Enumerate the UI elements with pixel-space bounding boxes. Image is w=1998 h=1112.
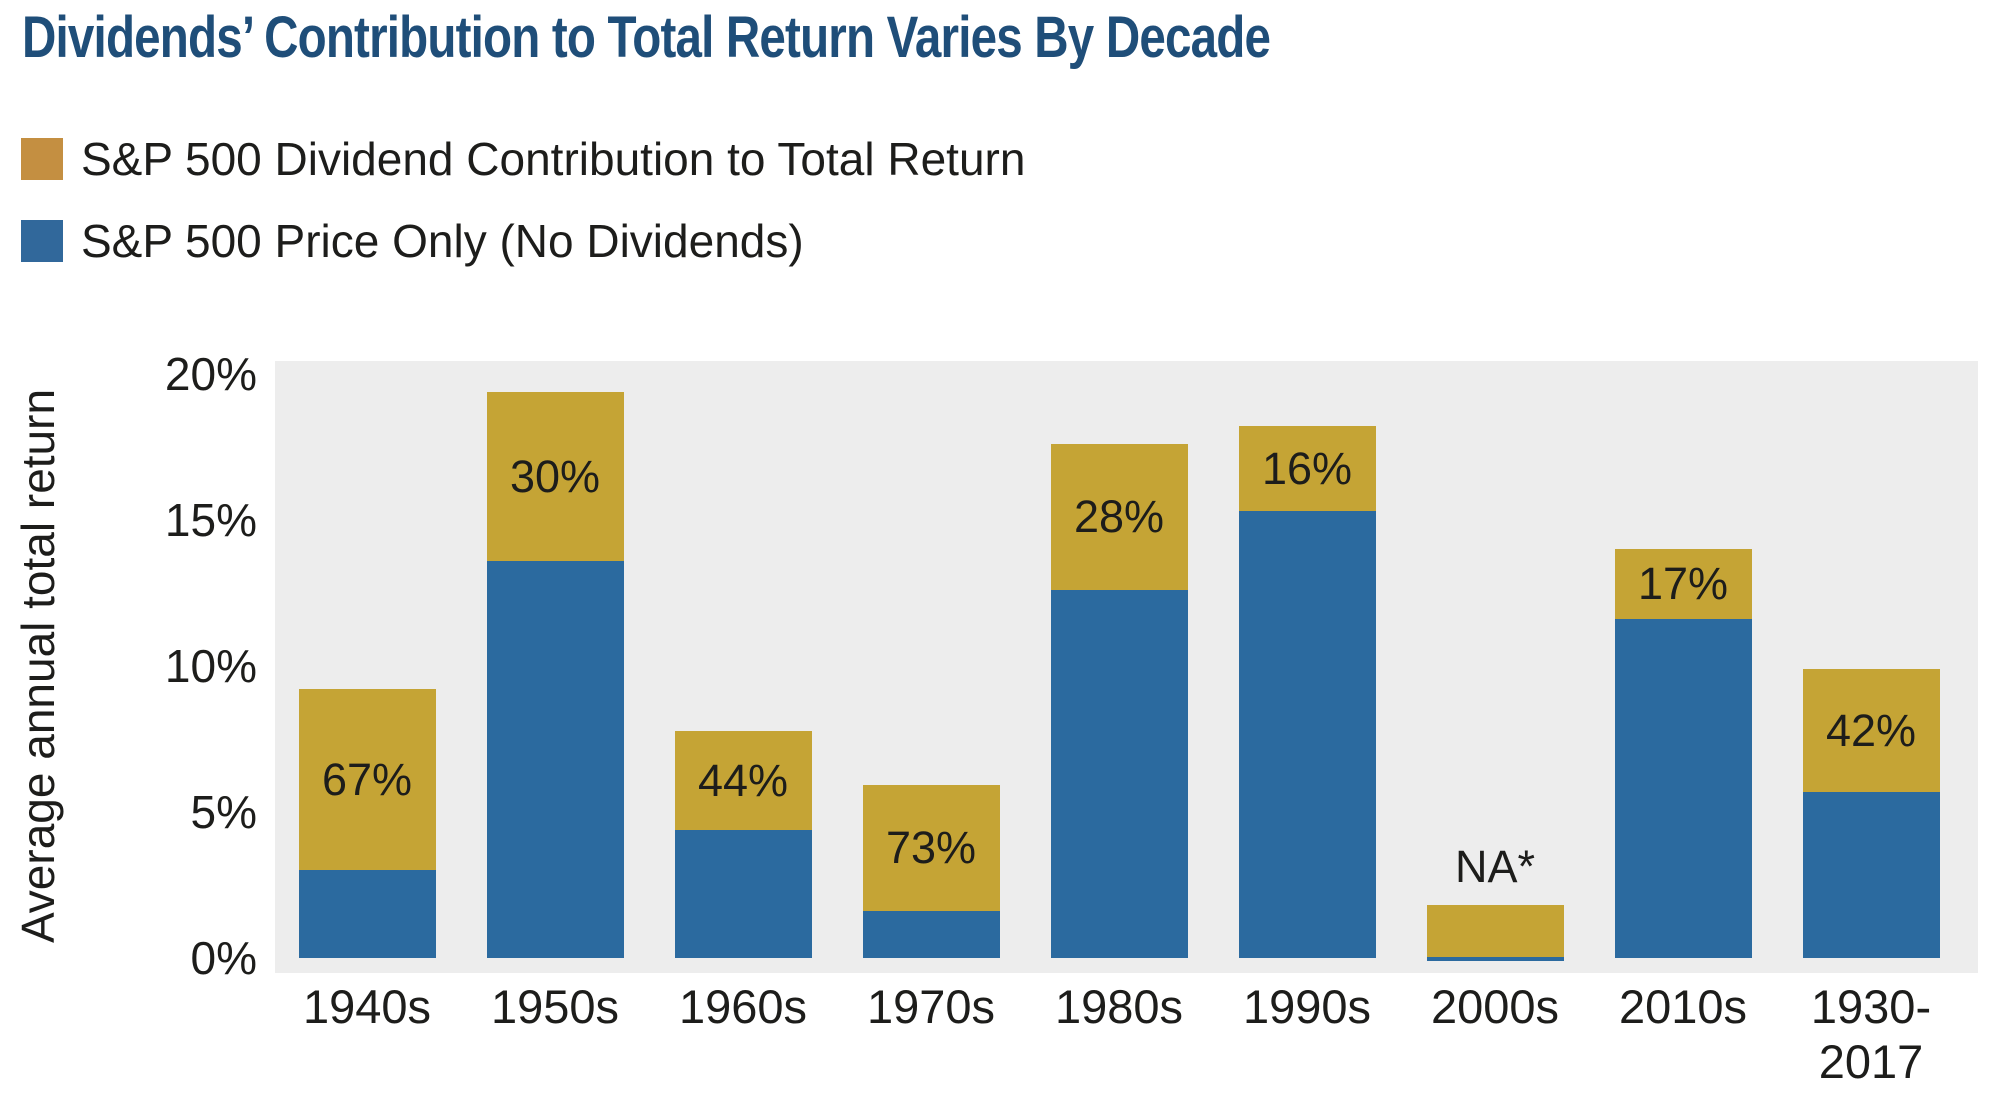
- bar-segment-price-1970s: [863, 911, 1000, 958]
- bar-value-label-1980s: 28%: [1073, 491, 1165, 542]
- bar-segment-dividend-1930-2017: [1803, 669, 1940, 792]
- x-tick-label-1940s: 1940s: [302, 980, 432, 1033]
- y-tick-label-15: 15%: [164, 494, 257, 546]
- bar-value-label-1990s: 16%: [1261, 443, 1353, 494]
- bar-value-label-2010s: 17%: [1637, 558, 1729, 609]
- bar-segment-dividend-1940s: [299, 689, 436, 870]
- bar-value-label-1950s: 30%: [509, 451, 601, 502]
- bar-segment-dividend-2010s: [1615, 549, 1752, 619]
- x-tick-label-1990s: 1990s: [1242, 980, 1372, 1033]
- y-axis-title: Average annual total return: [12, 388, 64, 944]
- legend-item-dividend: S&P 500 Dividend Contribution to Total R…: [21, 136, 1025, 182]
- legend-item-price-only: S&P 500 Price Only (No Dividends): [21, 218, 804, 264]
- x-tick-label-1960s: 1960s: [678, 980, 808, 1033]
- x-tick-label-1980s: 1980s: [1054, 980, 1184, 1033]
- legend-swatch-price-only: [21, 220, 63, 262]
- bar-segment-dividend-1990s: [1239, 426, 1376, 511]
- x-tick-label-2000s: 2000s: [1430, 980, 1560, 1033]
- bar-segment-price-2010s: [1615, 619, 1752, 958]
- bar-segment-price-1990s: [1239, 511, 1376, 958]
- x-tick-label-2010s: 2010s: [1618, 980, 1748, 1033]
- bar-segment-price-1980s: [1051, 590, 1188, 958]
- bar-baseline-strip-2000s: [1427, 957, 1564, 961]
- legend-label-dividend: S&P 500 Dividend Contribution to Total R…: [81, 133, 1026, 185]
- x-tick-label-1930-2017: 1930- 2017: [1810, 980, 1932, 1088]
- x-tick-label-1950s: 1950s: [490, 980, 620, 1033]
- bar-segment-price-1960s: [675, 830, 812, 958]
- bar-segment-price-1930-2017: [1803, 792, 1940, 958]
- bar-segment-dividend-1960s: [675, 731, 812, 830]
- legend-label-price-only: S&P 500 Price Only (No Dividends): [81, 215, 804, 267]
- bar-segment-dividend-1950s: [487, 392, 624, 561]
- y-tick-label-10: 10%: [164, 640, 257, 692]
- bar-segment-dividend-1970s: [863, 785, 1000, 911]
- bar-segment-price-1940s: [299, 870, 436, 958]
- bar-value-label-1940s: 67%: [321, 754, 413, 805]
- bar-value-label-2000s: NA*: [1454, 841, 1536, 892]
- chart-title: Dividends’ Contribution to Total Return …: [22, 5, 1271, 70]
- x-tick-label-1970s: 1970s: [866, 980, 996, 1033]
- bar-segment-dividend-2000s: [1427, 905, 1564, 958]
- bar-value-label-1960s: 44%: [697, 755, 789, 806]
- bar-segment-dividend-1980s: [1051, 444, 1188, 590]
- bar-value-label-1930-2017: 42%: [1825, 705, 1917, 756]
- y-tick-label-0: 0%: [190, 932, 257, 984]
- y-tick-label-5: 5%: [190, 786, 257, 838]
- legend-swatch-dividend: [21, 138, 63, 180]
- y-tick-label-20: 20%: [164, 348, 257, 400]
- bar-value-label-1970s: 73%: [885, 822, 977, 873]
- bar-segment-price-1950s: [487, 561, 624, 958]
